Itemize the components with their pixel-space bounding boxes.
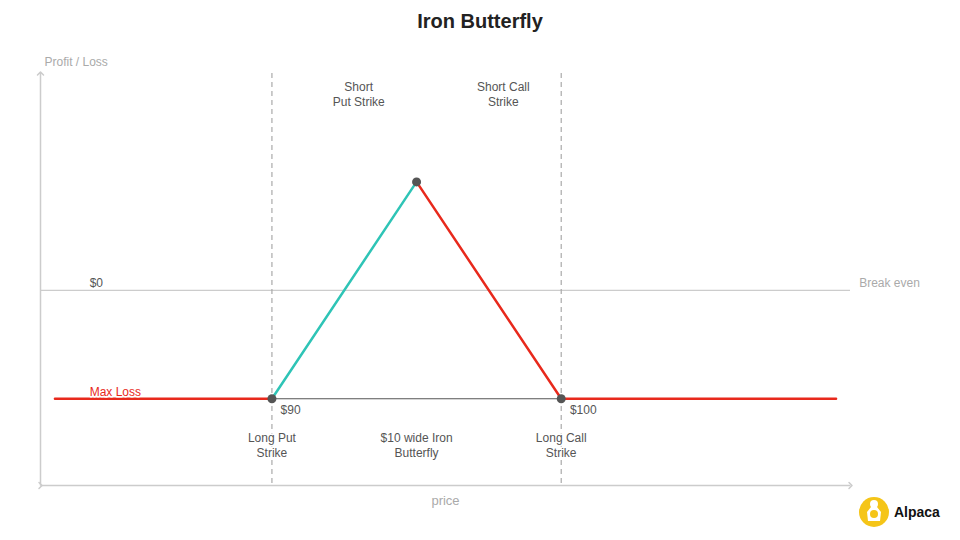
- svg-text:Long PutStrike: Long PutStrike: [248, 431, 297, 460]
- svg-text:price: price: [431, 493, 459, 508]
- svg-text:Short CallStrike: Short CallStrike: [477, 80, 530, 109]
- svg-text:Alpaca: Alpaca: [894, 504, 940, 520]
- svg-text:Max Loss: Max Loss: [90, 385, 141, 399]
- svg-text:$90: $90: [281, 403, 301, 417]
- svg-text:$100: $100: [570, 403, 597, 417]
- svg-text:$10 wide IronButterfly: $10 wide IronButterfly: [381, 431, 453, 460]
- svg-text:Break even: Break even: [859, 276, 920, 290]
- svg-text:Profit / Loss: Profit / Loss: [45, 55, 108, 69]
- svg-text:ShortPut Strike: ShortPut Strike: [333, 80, 385, 109]
- svg-text:$0: $0: [90, 276, 104, 290]
- svg-text:Long CallStrike: Long CallStrike: [536, 431, 587, 460]
- html-text:Iron Butterfly: Iron Butterfly: [417, 10, 543, 32]
